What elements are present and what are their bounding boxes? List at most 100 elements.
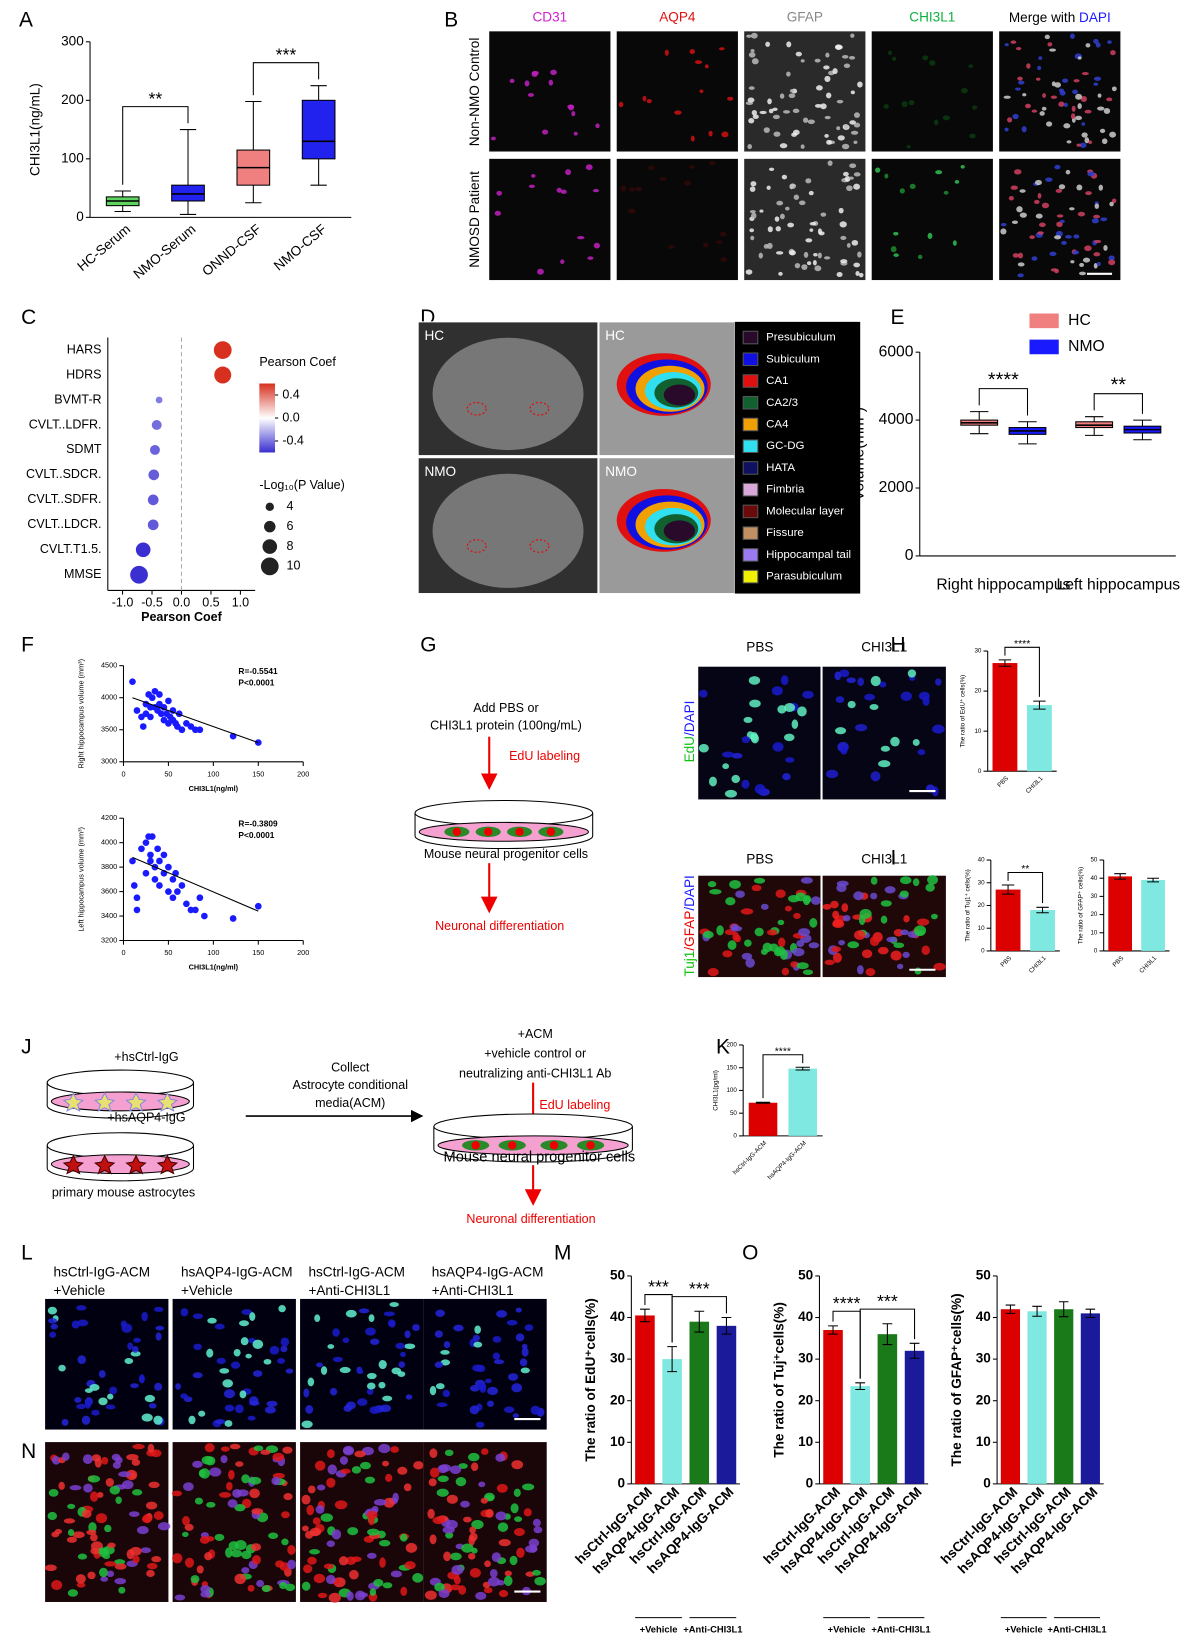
- micrograph-cell: [1058, 101, 1065, 107]
- micrograph-cell: [282, 1446, 293, 1454]
- micrograph-cell: [838, 207, 844, 214]
- micrograph-cell: [971, 105, 978, 110]
- micrograph-cell: [400, 1586, 408, 1596]
- micrograph-cell: [194, 1497, 204, 1505]
- micrograph-cell: [825, 92, 832, 99]
- micrograph-cell: [787, 222, 795, 228]
- micrograph-cell: [81, 1415, 91, 1425]
- y-tick-label: 0: [733, 1133, 737, 1140]
- micrograph-cell: [469, 1568, 481, 1578]
- micrograph-cell: [1017, 76, 1023, 81]
- bar: [823, 1330, 843, 1484]
- y-tick-label: CVLT..LDFR.: [29, 417, 102, 431]
- y-tick-label: 3200: [101, 935, 117, 944]
- y-tick-label: 6000: [879, 343, 914, 360]
- micrograph-cell: [1073, 79, 1080, 83]
- point: [157, 710, 165, 718]
- stain-part: Tuj1: [681, 951, 696, 977]
- micrograph-cell: [521, 1347, 529, 1357]
- micrograph-cell: [307, 1377, 315, 1387]
- micrograph-cell: [199, 1468, 210, 1479]
- micrograph-cell: [1107, 40, 1112, 44]
- box: [301, 99, 336, 160]
- micrograph-cell: [331, 1529, 342, 1540]
- column-label: +Anti-CHI3L1: [432, 1283, 514, 1298]
- micrograph-cell: [58, 1481, 65, 1491]
- column-label: CHI3L1: [861, 639, 907, 654]
- micrograph-cell: [788, 894, 800, 903]
- micrograph-cell: [222, 1379, 234, 1388]
- micrograph-cell: [339, 1366, 351, 1374]
- bar: [1080, 1313, 1100, 1484]
- micrograph-cell: [848, 56, 856, 60]
- micrograph-cell: [383, 1311, 395, 1317]
- column-label: AQP4: [659, 9, 696, 24]
- micrograph-cell: [880, 745, 890, 752]
- y-tick-label: 4000: [101, 693, 117, 702]
- micrograph-cell: [727, 940, 737, 950]
- micrograph-cell: [478, 1481, 486, 1488]
- point: [165, 697, 172, 705]
- micrograph-cell: [1008, 195, 1014, 201]
- micrograph-cell: [925, 883, 935, 892]
- micrograph-cell: [489, 1568, 498, 1578]
- micrograph-cell: [498, 1589, 509, 1598]
- micrograph-cell: [824, 115, 831, 120]
- micrograph-cell: [772, 107, 778, 111]
- micrograph-cell: [917, 749, 926, 756]
- micrograph-cell: [912, 739, 920, 746]
- micrograph-cell: [44, 1564, 57, 1572]
- micrograph-cell: [716, 925, 724, 936]
- micrograph-cell: [469, 1532, 478, 1542]
- micrograph-cell: [899, 188, 905, 194]
- micrograph-cell: [49, 1331, 57, 1338]
- micrograph-cell: [943, 190, 949, 195]
- x-tick-label: 50: [164, 948, 172, 957]
- region-label: Presubiculum: [766, 332, 836, 344]
- micrograph-cell: [367, 1552, 377, 1559]
- micrograph-cell: [220, 1455, 228, 1464]
- y-tick-label: 20: [1090, 911, 1097, 918]
- step-text: Mouse neural progenitor cells: [424, 847, 588, 861]
- micrograph-cell: [721, 751, 734, 758]
- micrograph-cell: [368, 1314, 375, 1322]
- micrograph-cell: [520, 1367, 530, 1374]
- micrograph-cell: [1050, 95, 1058, 99]
- micrograph-cell: [271, 1476, 281, 1486]
- point: [147, 851, 154, 859]
- micrograph-cell: [798, 928, 811, 937]
- y-tick-label: 200: [61, 92, 84, 107]
- x-tick-label: 150: [252, 769, 264, 778]
- micrograph-cell: [192, 1372, 203, 1379]
- micrograph-cell: [531, 173, 536, 178]
- bubble: [151, 420, 162, 430]
- roi: [529, 402, 550, 416]
- micrograph-cell: [308, 1485, 316, 1494]
- stat-annotation: P<0.0001: [238, 678, 274, 688]
- region-swatch: [742, 374, 759, 388]
- micrograph-cell: [155, 1325, 165, 1331]
- micrograph-cell: [1100, 217, 1108, 222]
- micrograph-cell: [832, 952, 842, 963]
- micrograph-cell: [741, 779, 750, 789]
- x-tick-label: PBS: [996, 775, 1010, 789]
- micrograph-cell: [839, 221, 847, 228]
- significance-label: ***: [648, 1276, 669, 1296]
- micrograph-cell: [223, 1389, 236, 1399]
- micrograph-cell: [136, 1525, 149, 1535]
- micrograph-cell: [132, 1345, 139, 1353]
- y-tick-label: 4000: [101, 838, 117, 847]
- micrograph-cell: [709, 889, 722, 895]
- micrograph-cell: [853, 122, 861, 128]
- micrograph-cell: [126, 1454, 139, 1461]
- error-bar: [882, 1323, 893, 1346]
- micrograph-cell: [287, 1545, 296, 1555]
- micrograph-cell: [71, 1320, 80, 1329]
- micrograph-cell: [332, 1328, 340, 1337]
- micrograph-cell: [524, 1324, 534, 1332]
- micrograph-cell: [843, 124, 849, 129]
- micrograph-cell: [1097, 93, 1102, 98]
- micrograph-cell: [795, 51, 802, 57]
- micrograph-cell: [102, 1553, 111, 1560]
- significance-label: ****: [1014, 639, 1030, 650]
